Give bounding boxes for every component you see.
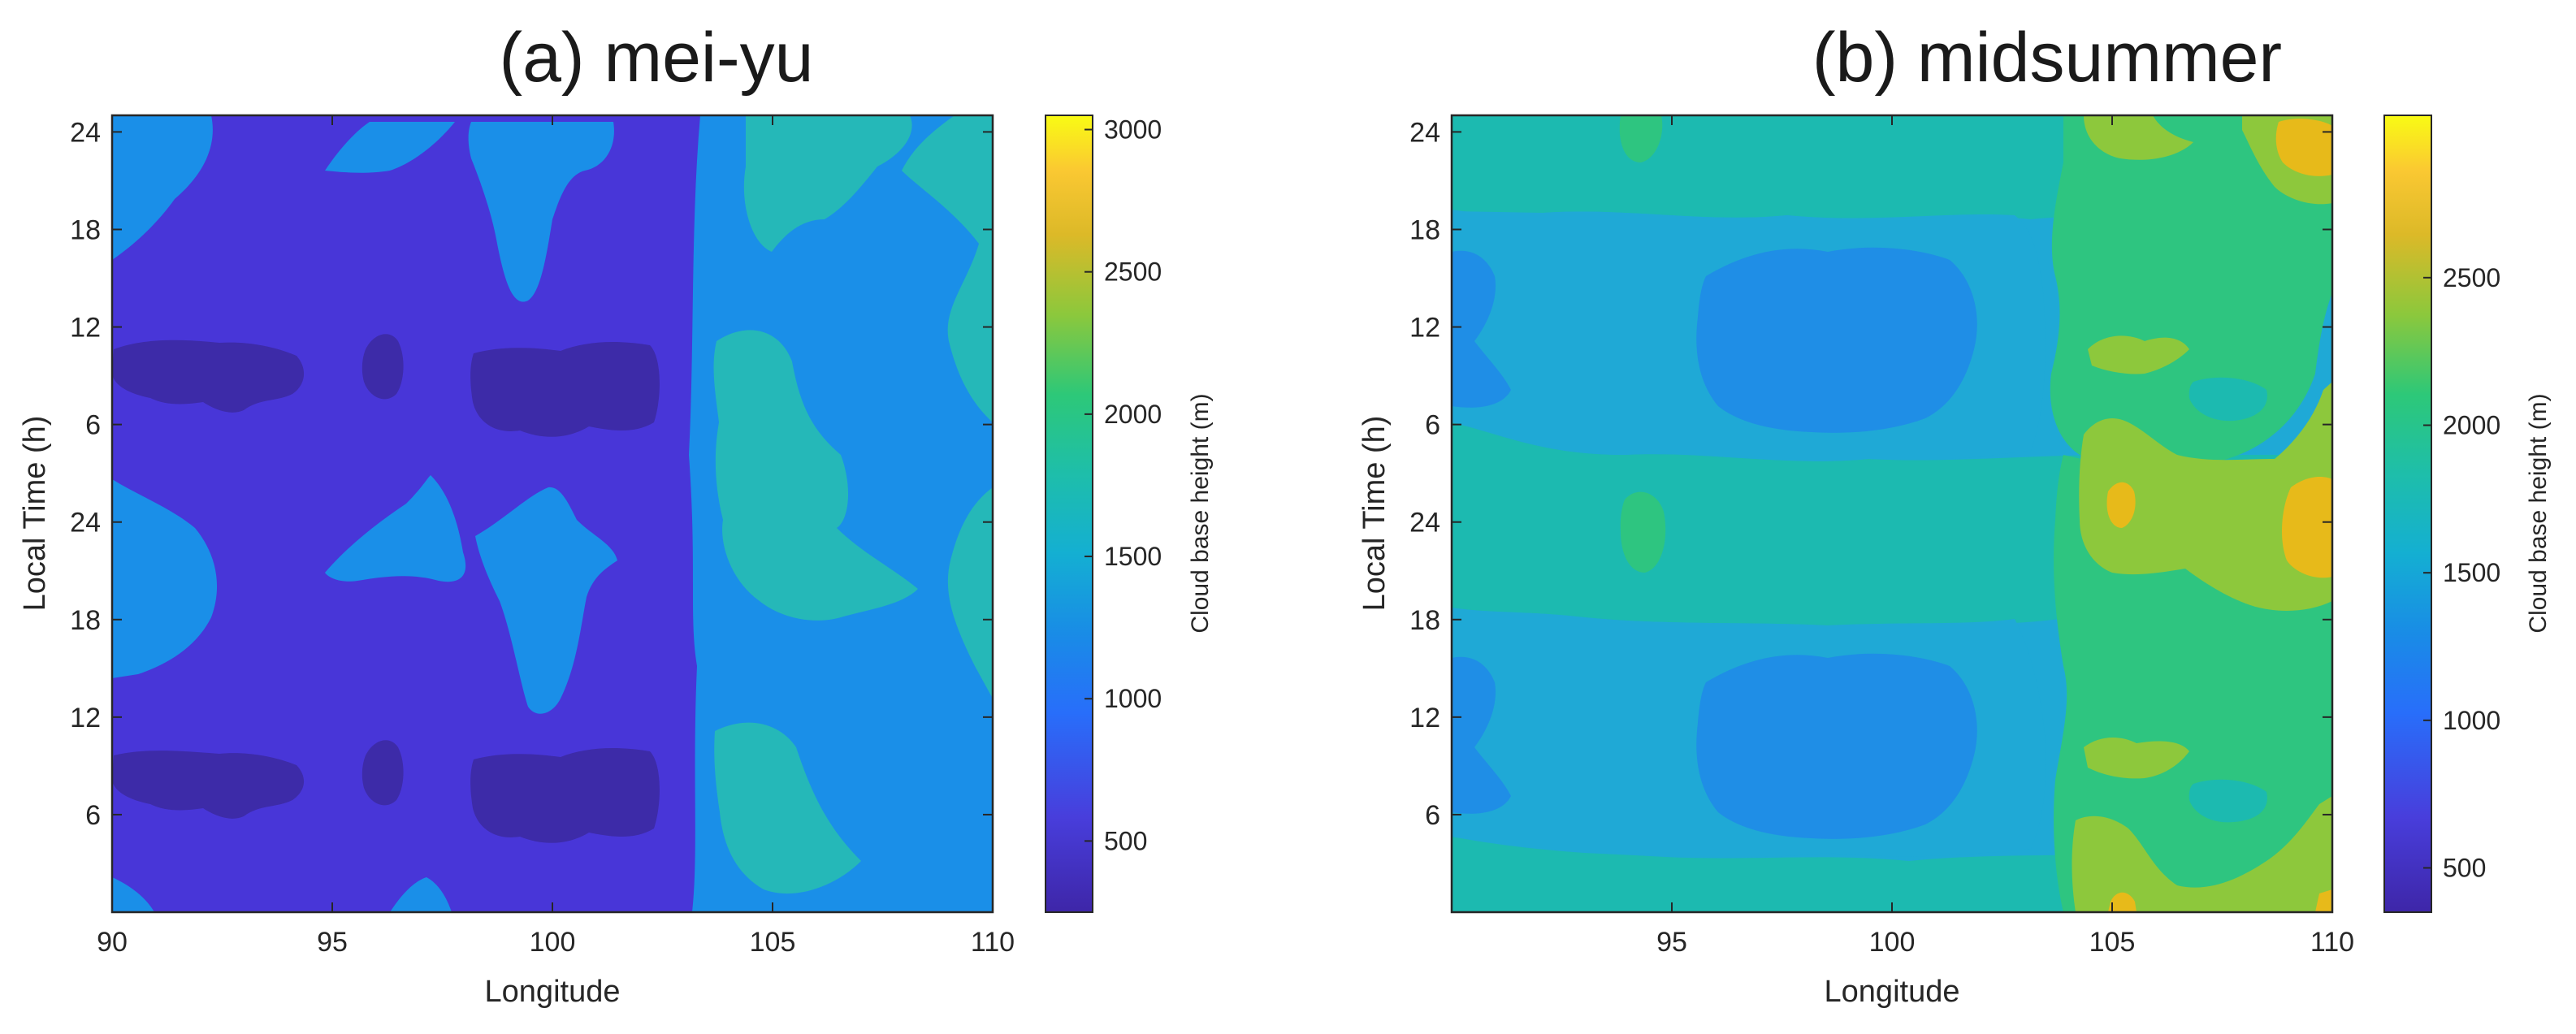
region-low-cloud-west-day2 (1452, 250, 1511, 408)
region-yellow-spot-middle-right (2281, 477, 2332, 578)
y-tick-label: 6 (85, 410, 101, 441)
region-east-teal-pocket-lower (2189, 779, 2267, 823)
y-tick-label: 12 (70, 313, 101, 344)
region-east-lime-bottom (2072, 796, 2332, 912)
region-east-lime-middle (2079, 335, 2332, 611)
y-tick-label: 12 (1409, 313, 1440, 344)
region-blue-tongue-93-day1 (112, 479, 218, 678)
region-lowest-cloud-100-102-day1 (470, 747, 660, 843)
y-tick-label: 12 (1409, 703, 1440, 733)
x-tick-label: 90 (97, 927, 128, 958)
x-axis-label: Longitude (485, 975, 621, 1009)
y-tick-label: 18 (1409, 605, 1440, 636)
y-tick-label: 24 (1409, 508, 1440, 539)
colorbar-tick-label: 2500 (1104, 257, 1162, 287)
region-east-teal-patch-b (713, 330, 918, 894)
region-yellow-spot-middle-left (2106, 482, 2136, 528)
colorbar-tick-label: 1000 (1104, 684, 1162, 713)
colorbar-label: Cloud base height (m) (2525, 393, 2552, 633)
chart-title: (a) mei-yu (499, 19, 813, 97)
region-lowest-cloud-91-93-day2 (112, 340, 305, 413)
colorbar-tick-label: 1500 (2443, 558, 2500, 587)
x-axis-label: Longitude (1825, 975, 1960, 1009)
region-east-lime-top-left (2084, 115, 2193, 160)
axes: 95 100 105 110 6 12 18 24 6 12 18 24 (1409, 115, 2354, 958)
region-blue-tongue-97-day2 (325, 122, 455, 173)
colorbar-tick-label: 2000 (2443, 411, 2500, 440)
y-axis-label: Local Time (h) (18, 416, 52, 612)
region-green-spot-95-middle (1620, 491, 1666, 573)
colorbar: 500 1000 1500 2000 2500 3000 (1045, 115, 1162, 913)
x-tick-label: 100 (1869, 927, 1916, 958)
region-low-cloud-core-day2 (1696, 247, 1977, 433)
region-lowest-cloud-96-day2 (362, 334, 404, 400)
region-yellow-spot-bottom (2108, 889, 2332, 912)
region-green-spot-95-top (1619, 115, 1663, 162)
colorbar-tick-label: 500 (1104, 826, 1147, 855)
region-low-cloud-west-day1 (1452, 656, 1511, 814)
x-tick-label: 100 (530, 927, 576, 958)
region-lowest-cloud-100-102-day2 (470, 341, 660, 437)
chart-title: (b) midsummer (1812, 19, 2282, 97)
x-tick-label: 105 (750, 927, 796, 958)
y-tick-label: 12 (70, 703, 101, 733)
panel-mei-yu: (a) mei-yu 90 95 100 105 110 6 12 18 24 6 12 18 24 (18, 19, 1214, 1009)
y-tick-label: 6 (1425, 800, 1440, 831)
region-lowest-cloud-91-93-day1 (112, 751, 305, 819)
y-tick-label: 18 (70, 214, 101, 245)
region-blue-tongue-100-day2 (468, 122, 614, 302)
colorbar-label: Cloud base height (m) (1187, 393, 1214, 633)
region-blue-patch-97-bottom (112, 877, 452, 912)
colorbar-tick-label: 3000 (1104, 115, 1162, 145)
colorbar-tick-label: 1500 (1104, 542, 1162, 571)
colorbar: 500 1000 1500 2000 2500 (2383, 115, 2500, 913)
colorbar-tick-label: 500 (2443, 854, 2486, 883)
colorbar-gradient (2383, 115, 2432, 913)
region-east-teal-patch-a (743, 115, 912, 252)
y-tick-label: 18 (70, 605, 101, 636)
region-blue-tongue-93-day2 (112, 115, 213, 260)
y-tick-label: 6 (85, 800, 101, 831)
region-low-cloud-core-day1 (1696, 653, 1977, 839)
x-tick-label: 95 (317, 927, 348, 958)
y-tick-label: 24 (70, 508, 101, 539)
panel-midsummer: (b) midsummer (1357, 19, 2552, 1009)
colorbar-gradient (1045, 115, 1093, 913)
colorbar-tick-label: 2000 (1104, 400, 1162, 429)
region-east-teal-upper-right (902, 115, 993, 699)
region-lowest-cloud-96-day1 (362, 740, 404, 806)
region-east-teal-pocket-upper (2189, 377, 2267, 422)
x-tick-label: 95 (1656, 927, 1687, 958)
y-axis-label: Local Time (h) (1357, 416, 1392, 612)
region-blue-tongue-97-day1 (325, 475, 466, 582)
colorbar-tick-label: 1000 (2443, 706, 2500, 735)
x-tick-label: 105 (2089, 927, 2136, 958)
x-tick-label: 110 (971, 927, 1015, 958)
y-tick-label: 24 (1409, 117, 1440, 148)
region-yellow-spot-top-right (2275, 119, 2332, 176)
x-tick-label: 110 (2310, 927, 2354, 958)
region-blue-tongue-100-day1 (475, 487, 617, 714)
region-east-green-upper (2050, 115, 2332, 465)
colorbar-tick-label: 2500 (2443, 263, 2500, 292)
y-tick-label: 6 (1425, 410, 1440, 441)
y-tick-label: 24 (70, 117, 101, 148)
region-east-lime-lower (2084, 738, 2189, 779)
axes: 90 95 100 105 110 6 12 18 24 6 12 18 24 (70, 115, 1015, 958)
y-tick-label: 18 (1409, 214, 1440, 245)
